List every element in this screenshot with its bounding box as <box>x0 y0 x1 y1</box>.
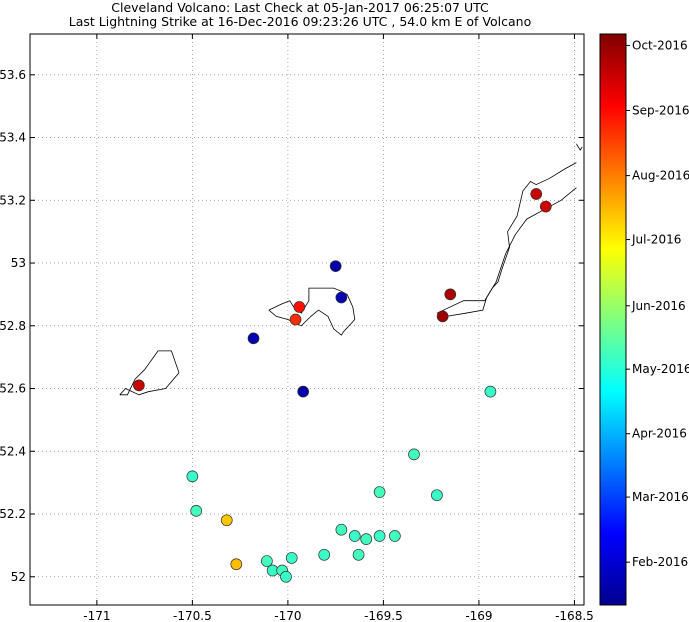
x-tick-label: -171 <box>83 609 110 622</box>
colorbar-tick-label: Apr-2016 <box>632 427 687 441</box>
coastline <box>436 187 577 314</box>
lightning-point <box>293 301 306 313</box>
lightning-point <box>190 505 203 517</box>
y-tick-label: 53.2 <box>0 193 26 207</box>
lightning-point <box>530 188 543 200</box>
lightning-point <box>318 548 331 561</box>
colorbar-tick-label: Mar-2016 <box>632 490 689 504</box>
x-axis-ticks: -171 -170.5 -170 -169.5 -169 -168.5 <box>83 34 594 622</box>
chart-title-line-1: Cleveland Volcano: Last Check at 05-Jan-… <box>111 0 489 15</box>
colorbar-tick-label: Jun-2016 <box>631 299 686 313</box>
y-tick-label: 52.2 <box>0 507 26 521</box>
lightning-point <box>389 530 401 542</box>
lightning-point <box>436 310 449 323</box>
x-tick-label: -169 <box>465 609 492 622</box>
colorbar <box>599 33 627 606</box>
colorbar-tick-label: Feb-2016 <box>632 555 688 569</box>
lightning-point <box>348 530 361 542</box>
coastline <box>119 350 180 396</box>
colorbar-tick-label: Sep-2016 <box>632 104 689 118</box>
lightning-point <box>133 379 145 392</box>
lightning-point <box>289 313 302 326</box>
colorbar-ticks: Feb-2016 Mar-2016 Apr-2016 May-2016 Jun-2016… <box>626 38 689 569</box>
lightning-point <box>261 555 273 567</box>
x-tick-label: -170 <box>274 609 301 622</box>
chart-title-line-2: Last Lightning Strike at 16-Dec-2016 09:… <box>68 14 532 29</box>
lightning-point <box>431 489 443 502</box>
y-tick-label: 53 <box>11 256 26 270</box>
lightning-point <box>360 533 373 545</box>
y-tick-label: 52 <box>11 570 26 584</box>
y-tick-label: 52.6 <box>0 382 26 396</box>
lightning-points <box>133 188 552 583</box>
lightning-point <box>444 288 457 301</box>
y-tick-label: 53.4 <box>0 131 26 145</box>
colorbar-tick-label: May-2016 <box>632 362 689 376</box>
colorbar-tick-label: Aug-2016 <box>632 169 689 183</box>
lightning-point <box>280 570 292 583</box>
lightning-point <box>186 470 199 483</box>
plot-frame <box>29 33 585 606</box>
y-axis-ticks: 52 52.2 52.4 52.6 52.8 53 53.2 53.4 53.6 <box>0 68 584 584</box>
lightning-point <box>335 523 348 536</box>
grid <box>30 34 584 605</box>
y-tick-label: 53.6 <box>0 68 26 82</box>
lightning-point <box>329 260 342 273</box>
lightning-point <box>373 486 386 498</box>
colorbar-tick-label: Jul-2016 <box>631 233 681 247</box>
lightning-point <box>484 385 497 398</box>
lightning-point <box>285 552 298 564</box>
coastline <box>446 162 577 317</box>
x-tick-label: -170.5 <box>173 609 212 622</box>
lightning-point <box>352 548 365 561</box>
coastline <box>576 143 583 151</box>
lightning-point <box>408 448 420 461</box>
lightning-point <box>335 291 348 304</box>
colorbar-tick-label: Oct-2016 <box>632 38 688 52</box>
x-tick-label: -169.5 <box>364 609 403 622</box>
x-tick-label: -168.5 <box>555 609 594 622</box>
lightning-point <box>220 514 233 527</box>
y-tick-label: 52.8 <box>0 319 26 333</box>
lightning-point <box>373 530 386 542</box>
lightning-point <box>230 558 243 571</box>
y-tick-label: 52.4 <box>0 444 26 458</box>
lightning-point <box>297 385 310 398</box>
lightning-point <box>247 332 260 345</box>
lightning-point <box>539 200 552 213</box>
coastlines <box>119 143 583 396</box>
